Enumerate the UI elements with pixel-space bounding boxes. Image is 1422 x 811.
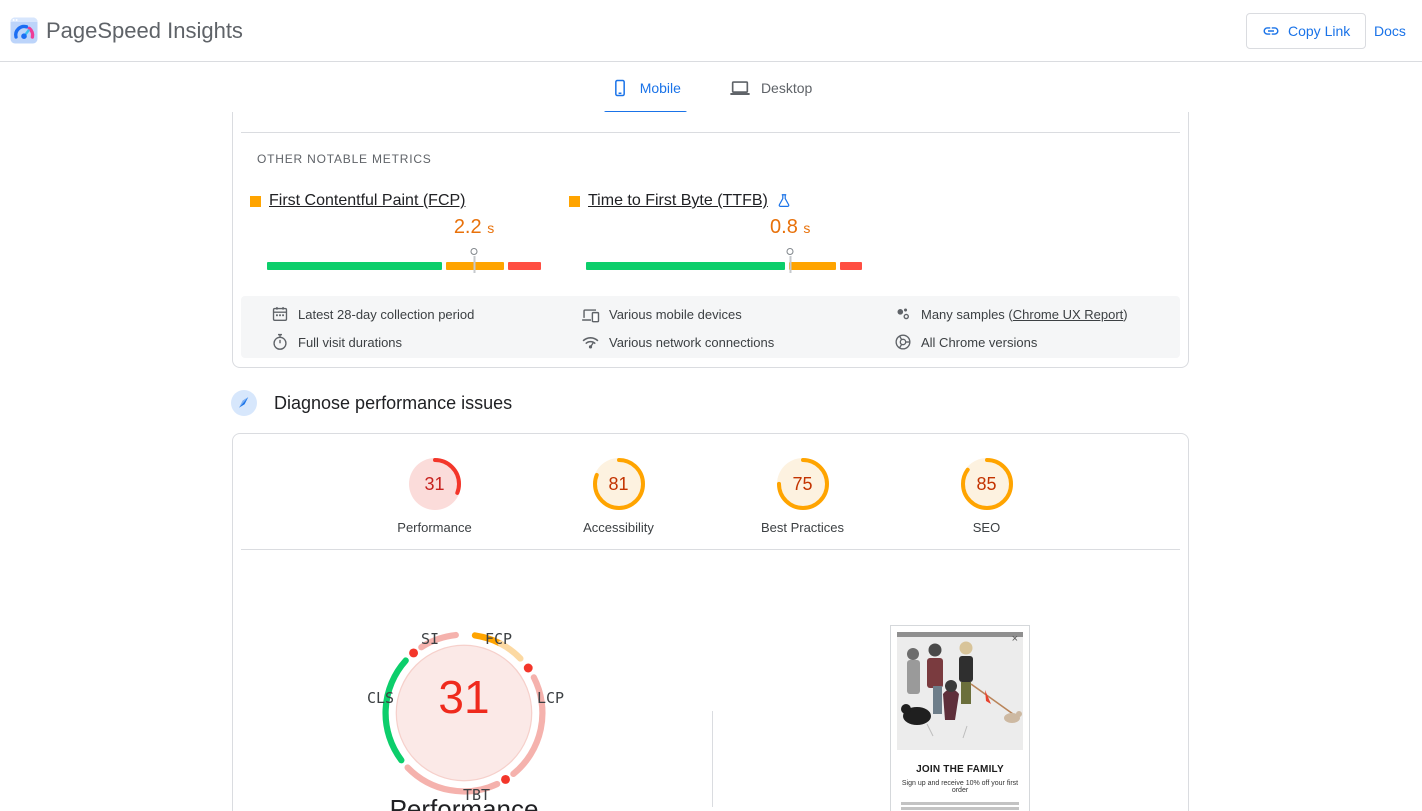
category-gauge-performance[interactable]: 31 Performance (375, 456, 495, 535)
final-screenshot-thumbnail: × JOIN THE FAMILY Sign up and receive 10… (890, 625, 1030, 811)
fcp-metric-label: FCP (485, 630, 513, 648)
performance-gauge-title: Performance (389, 794, 539, 811)
cls-metric-label: CLS (367, 689, 395, 707)
stopwatch-icon (273, 333, 287, 350)
collection-period-item: Latest 28-day collection period (271, 305, 474, 323)
category-gauge-best-practices[interactable]: 75 Best Practices (743, 456, 863, 535)
fcp-good-segment (267, 262, 443, 270)
chrome-ux-report-link[interactable]: Chrome UX Report (1012, 306, 1124, 322)
category-gauge-seo[interactable]: 85 SEO (927, 456, 1047, 535)
performance-label: Performance (397, 520, 472, 535)
fcp-p75-marker (470, 248, 479, 274)
category-gauge-accessibility[interactable]: 81 Accessibility (559, 456, 679, 535)
popup-heading: JOIN THE FAMILY (916, 764, 1004, 775)
best-practices-score: 75 (792, 474, 813, 494)
fcp-distribution-bar (267, 248, 543, 273)
fcp-poor-segment (508, 262, 542, 270)
popup-subheading: Sign up and receive 10% off your first o… (901, 780, 1019, 794)
divider (241, 132, 1180, 133)
diagnose-compass-icon (231, 390, 257, 416)
network-connections-item: Various network connections (581, 333, 774, 352)
chrome-versions-item: All Chrome versions (894, 333, 1037, 351)
diagnose-section-header: Diagnose performance issues (231, 390, 512, 416)
screenshot-photo: × (897, 632, 1023, 750)
tab-desktop[interactable]: Desktop (723, 63, 818, 112)
device-tabs: Mobile Desktop (0, 63, 1422, 115)
devices-icon (582, 309, 600, 323)
field-data-card: OTHER NOTABLE METRICS First Contentful P… (232, 112, 1189, 368)
chrome-icon (895, 334, 911, 350)
ttfb-distribution-bar (586, 248, 862, 273)
network-connections-text: Various network connections (609, 335, 775, 350)
seo-score: 85 (976, 474, 997, 494)
category-gauge-row: 31 Performance 81 Accessibility (233, 456, 1188, 535)
metric-fcp: First Contentful Paint (FCP) 2.2 s (250, 192, 550, 280)
average-square-icon (250, 195, 261, 207)
popup-legal-text (901, 802, 1019, 811)
collection-info-strip: Latest 28-day collection period Full vis… (241, 296, 1180, 358)
collection-period-text: Latest 28-day collection period (298, 306, 475, 322)
lighthouse-card: 31 Performance 81 Accessibility (232, 433, 1189, 811)
many-samples-item: Many samples (Chrome UX Report) (894, 305, 1128, 323)
mobile-devices-item: Various mobile devices (581, 305, 742, 324)
tab-desktop-label: Desktop (760, 79, 813, 96)
many-samples-text: Many samples (Chrome UX Report) (921, 306, 1128, 322)
fcp-average-segment (446, 262, 505, 270)
performance-score: 31 (424, 474, 445, 494)
accessibility-label: Accessibility (583, 520, 654, 535)
chrome-versions-text: All Chrome versions (921, 334, 1038, 350)
ttfb-average-segment (788, 262, 836, 270)
vertical-divider (712, 711, 713, 807)
tab-mobile[interactable]: Mobile (603, 63, 688, 114)
fcp-metric-link[interactable]: First Contentful Paint (FCP) (269, 192, 466, 209)
ttfb-p75-marker (786, 248, 795, 274)
visit-durations-item: Full visit durations (271, 333, 402, 351)
tbt-metric-label: TBT (463, 786, 491, 804)
lcp-metric-label: LCP (537, 689, 565, 707)
page-title: PageSpeed Insights (46, 18, 243, 43)
smartphone-icon (614, 79, 625, 96)
divider (241, 549, 1180, 550)
network-signal-icon (582, 337, 599, 349)
metric-ttfb: Time to First Byte (TTFB) 0.8 s (569, 192, 869, 280)
tab-mobile-label: Mobile (639, 79, 681, 96)
pagespeed-logo-icon (10, 17, 38, 44)
diagnose-section-title: Diagnose performance issues (274, 392, 513, 413)
link-icon (1263, 27, 1279, 35)
ttfb-value: 0.8 s (770, 216, 811, 238)
experimental-flask-icon (778, 194, 790, 207)
visit-durations-text: Full visit durations (298, 334, 403, 350)
calendar-icon (272, 306, 288, 321)
performance-gauge-score: 31 (438, 671, 490, 723)
seo-label: SEO (972, 520, 1001, 535)
si-metric-label: SI (421, 630, 440, 648)
copy-link-button[interactable]: Copy Link (1246, 13, 1367, 49)
fcp-value: 2.2 s (453, 216, 495, 238)
ttfb-poor-segment (839, 262, 862, 270)
laptop-icon (730, 80, 750, 95)
app-header: PageSpeed Insights Copy Link Docs (0, 0, 1422, 62)
copy-link-label: Copy Link (1288, 23, 1351, 39)
samples-icon (897, 308, 909, 320)
other-notable-metrics-label: OTHER NOTABLE METRICS (257, 152, 432, 166)
mobile-devices-text: Various mobile devices (609, 307, 742, 322)
popup-close-icon: × (1011, 633, 1018, 645)
performance-score-gauge (382, 631, 546, 795)
best-practices-label: Best Practices (760, 520, 845, 535)
docs-link[interactable]: Docs (1374, 23, 1406, 39)
average-square-icon (569, 195, 580, 207)
ttfb-metric-link[interactable]: Time to First Byte (TTFB) (588, 192, 768, 209)
ttfb-good-segment (586, 262, 785, 270)
accessibility-score: 81 (608, 474, 629, 494)
